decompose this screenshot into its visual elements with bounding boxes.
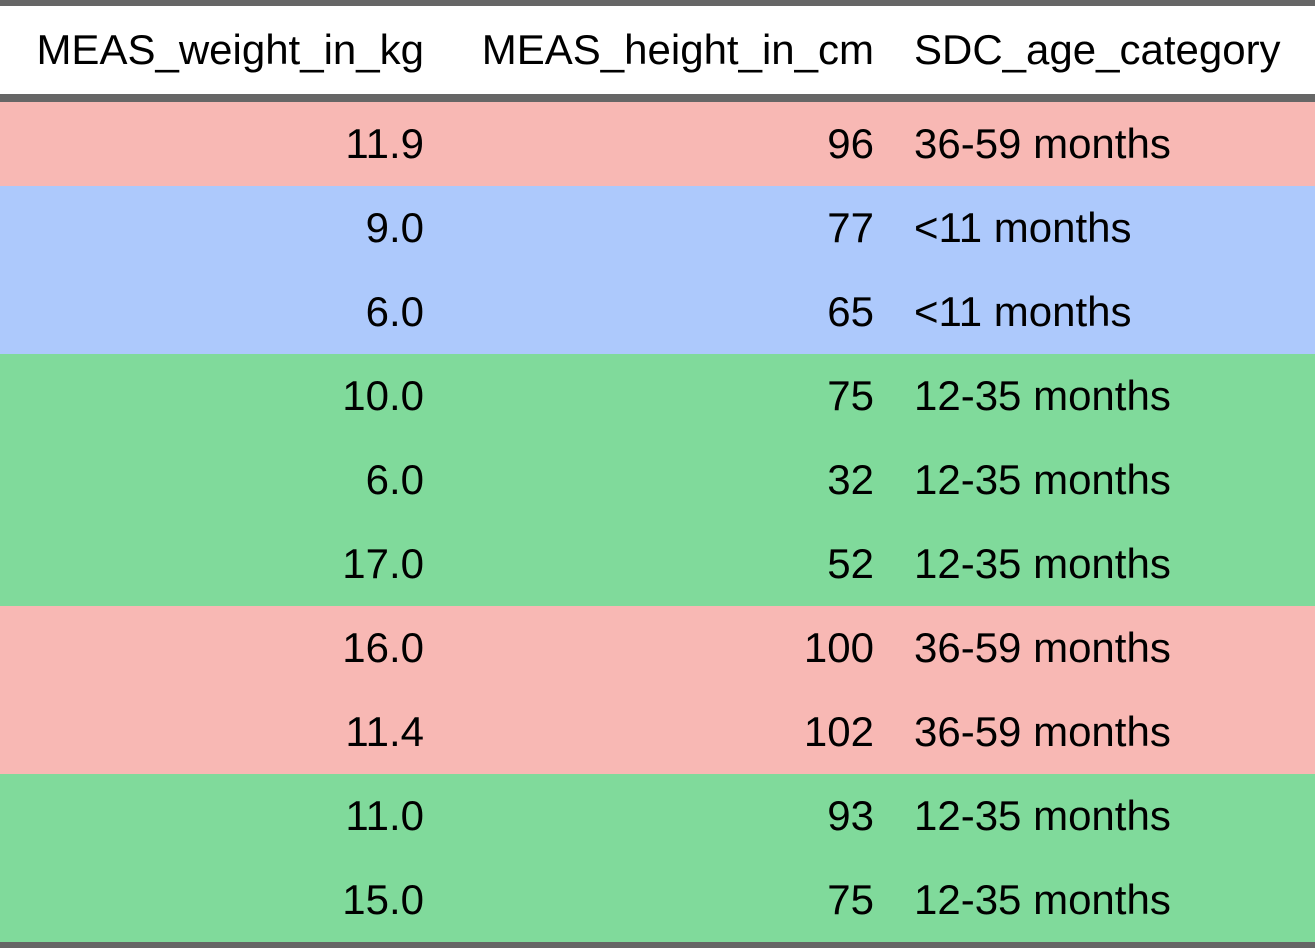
cell-age-category: 36-59 months xyxy=(914,120,1171,167)
table-row: 16.0 100 36-59 months xyxy=(0,606,1315,690)
header-weight: MEAS_weight_in_kg xyxy=(0,6,440,102)
cell-weight: 9.0 xyxy=(365,204,424,251)
cell-age-category: <11 months xyxy=(914,204,1132,251)
cell-weight: 6.0 xyxy=(365,456,424,503)
table-row: 6.0 32 12-35 months xyxy=(0,438,1315,522)
table-header: MEAS_weight_in_kg MEAS_height_in_cm SDC_… xyxy=(0,6,1315,102)
cell-height: 93 xyxy=(827,792,874,839)
table-row: 10.0 75 12-35 months xyxy=(0,354,1315,438)
header-row: MEAS_weight_in_kg MEAS_height_in_cm SDC_… xyxy=(0,6,1315,102)
cell-height: 77 xyxy=(827,204,874,251)
table-row: 15.0 75 12-35 months xyxy=(0,858,1315,942)
cell-weight: 11.9 xyxy=(345,120,424,167)
cell-weight: 11.0 xyxy=(345,792,424,839)
cell-age-category: 12-35 months xyxy=(914,876,1171,923)
table-row: 17.0 52 12-35 months xyxy=(0,522,1315,606)
cell-height: 65 xyxy=(827,288,874,335)
table-row: 11.4 102 36-59 months xyxy=(0,690,1315,774)
cell-height: 75 xyxy=(827,372,874,419)
cell-age-category: 12-35 months xyxy=(914,540,1171,587)
cell-age-category: 36-59 months xyxy=(914,708,1171,755)
cell-weight: 17.0 xyxy=(342,540,424,587)
cell-age-category: 12-35 months xyxy=(914,792,1171,839)
table-row: 11.9 96 36-59 months xyxy=(0,98,1315,186)
table-row: 11.0 93 12-35 months xyxy=(0,774,1315,858)
cell-height: 102 xyxy=(803,708,874,755)
table-body: 11.9 96 36-59 months 9.0 77 <11 months 6… xyxy=(0,98,1315,942)
cell-weight: 16.0 xyxy=(342,624,424,671)
table-row: 6.0 65 <11 months xyxy=(0,270,1315,354)
cell-weight: 15.0 xyxy=(342,876,424,923)
cell-height: 75 xyxy=(827,876,874,923)
cell-height: 52 xyxy=(827,540,874,587)
cell-weight: 10.0 xyxy=(342,372,424,419)
cell-height: 96 xyxy=(827,120,874,167)
data-table: MEAS_weight_in_kg MEAS_height_in_cm SDC_… xyxy=(0,6,1315,942)
cell-height: 32 xyxy=(827,456,874,503)
cell-age-category: 12-35 months xyxy=(914,456,1171,503)
header-height: MEAS_height_in_cm xyxy=(440,6,890,102)
cell-weight: 6.0 xyxy=(365,288,424,335)
cell-age-category: 12-35 months xyxy=(914,372,1171,419)
cell-age-category: 36-59 months xyxy=(914,624,1171,671)
header-age-category: SDC_age_category xyxy=(890,6,1315,102)
cell-weight: 11.4 xyxy=(345,708,424,755)
cell-age-category: <11 months xyxy=(914,288,1132,335)
cell-height: 100 xyxy=(803,624,874,671)
table-row: 9.0 77 <11 months xyxy=(0,186,1315,270)
